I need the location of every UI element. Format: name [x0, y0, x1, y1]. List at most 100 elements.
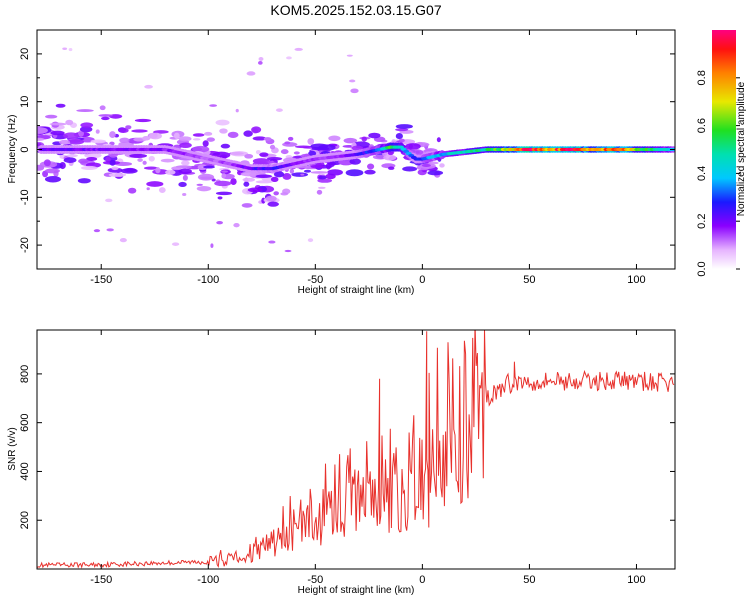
x-tick-label: -100: [197, 274, 219, 286]
spectrogram-cell: [45, 168, 60, 174]
spectrogram-cell: [241, 203, 253, 208]
spectrogram-cell: [219, 128, 228, 134]
spectrogram-cell: [217, 196, 223, 200]
spectrogram-cell: [421, 163, 431, 168]
spectrogram-cell: [49, 122, 67, 126]
snr-x-axis: -150 -100 -50 0 50 100: [90, 330, 646, 586]
spectrogram-cell: [37, 137, 45, 142]
spectrogram-cell: [291, 172, 309, 177]
spectrogram-cell: [79, 126, 93, 133]
spectrogram-cell: [37, 127, 48, 134]
spectrogram-cell: [387, 150, 394, 156]
spectrogram-cell: [280, 192, 289, 196]
spectrogram-cell: [345, 169, 364, 177]
spectrogram-cell: [294, 145, 312, 149]
spectrogram-cell: [255, 174, 273, 179]
spectrogram-cell: [318, 175, 327, 180]
spectrogram-cell: [105, 198, 113, 203]
spectrogram-cell: [203, 165, 216, 169]
y-tick-label: 400: [19, 462, 31, 480]
spectrogram-cell: [107, 167, 123, 173]
spectrogram-cell: [196, 183, 204, 186]
spectrogram-cell: [65, 119, 74, 126]
spectrogram-cell: [214, 180, 232, 187]
spectrogram-cell: [284, 249, 292, 253]
snr-frame: [36, 329, 676, 570]
spectrogram-cell: [215, 119, 230, 126]
spectrogram-cell: [310, 143, 329, 150]
spectrogram-y-axis: -20 -10 0 10 20: [19, 29, 675, 270]
spectrogram-cell: [80, 122, 94, 128]
spectrogram-cell: [267, 201, 279, 207]
spectrogram-cell: [246, 71, 256, 76]
y-tick-label: 600: [19, 413, 31, 431]
spectrogram-cell: [196, 186, 212, 192]
spectrogram-cell: [142, 160, 147, 165]
spectrogram-cell: [220, 143, 231, 149]
spectrogram-cell: [43, 159, 51, 167]
spectrogram-cell: [63, 132, 80, 139]
y-tick-label: 10: [19, 96, 31, 108]
spectrogram-cell: [206, 137, 215, 142]
spectrogram-cell: [119, 137, 130, 143]
spectrogram-cell: [395, 124, 413, 129]
spectrogram-cell: [307, 238, 314, 243]
spectrogram-cell: [178, 168, 192, 175]
spectrogram-cell: [129, 153, 148, 158]
spectrogram-cell: [273, 191, 279, 196]
spectrogram-cell: [346, 54, 353, 57]
spectrogram-cell: [86, 156, 98, 161]
spectrogram-cell: [197, 164, 208, 171]
spectrogram-cell: [55, 103, 66, 108]
spectrogram-cell: [143, 166, 159, 170]
spectrogram-cell: [146, 187, 150, 191]
spectrogram-cell: [258, 60, 263, 65]
colorbar-tick-label: 0.8: [696, 70, 708, 85]
spectrogram-cell: [131, 129, 148, 133]
spectrogram-cell: [398, 138, 405, 143]
spectrogram-cell: [119, 237, 127, 243]
spectrogram-cell: [318, 186, 326, 189]
spectrogram-cell: [286, 56, 292, 60]
colorbar-tick-label: 0.6: [696, 118, 708, 133]
spectrogram-cell: [78, 130, 84, 137]
spectrogram-cell: [101, 116, 110, 121]
spectrogram-cell: [300, 173, 305, 176]
spectrogram-cell: [44, 176, 62, 183]
spectrogram-cell: [171, 166, 182, 171]
spectrogram-cell: [227, 131, 239, 138]
spectrogram-cell: [81, 165, 98, 171]
spectrogram-cell: [282, 173, 292, 180]
snr-series-line: [37, 330, 675, 569]
spectrogram-cell: [45, 114, 58, 119]
spectrogram-cell: [402, 166, 418, 172]
spectrogram-cell: [211, 178, 216, 182]
spectrogram-cell: [368, 132, 381, 139]
x-tick-label: 100: [627, 574, 645, 586]
spectrogram-cell: [68, 47, 73, 52]
spectrogram-cell: [310, 171, 329, 174]
spectrogram-cell: [137, 158, 143, 162]
spectrogram-cell: [90, 139, 107, 144]
spectrogram-cell: [349, 158, 361, 165]
spectrogram-cell: [192, 138, 201, 141]
spectrogram-cell: [395, 128, 409, 132]
spectrogram-cell: [221, 170, 229, 173]
spectrogram-cell: [120, 168, 138, 174]
spectrogram-cell: [182, 193, 187, 197]
spectrogram-cell: [106, 228, 114, 232]
spectrogram-cell: [425, 148, 433, 152]
spectrogram-cell: [216, 220, 223, 225]
spectrogram-cell: [275, 108, 283, 112]
spectrogram-cell: [178, 181, 187, 188]
spectrogram-cell: [93, 229, 101, 233]
spectrogram-cell: [178, 136, 192, 142]
spectrogram-cell: [182, 174, 188, 181]
spectrogram-cell: [210, 243, 214, 248]
spectrogram-cell: [148, 155, 155, 162]
spectrogram-cell: [367, 163, 375, 170]
spectrogram-cell: [269, 144, 276, 150]
spectrogram-cell: [144, 84, 153, 89]
spectrogram-cell: [192, 133, 205, 137]
